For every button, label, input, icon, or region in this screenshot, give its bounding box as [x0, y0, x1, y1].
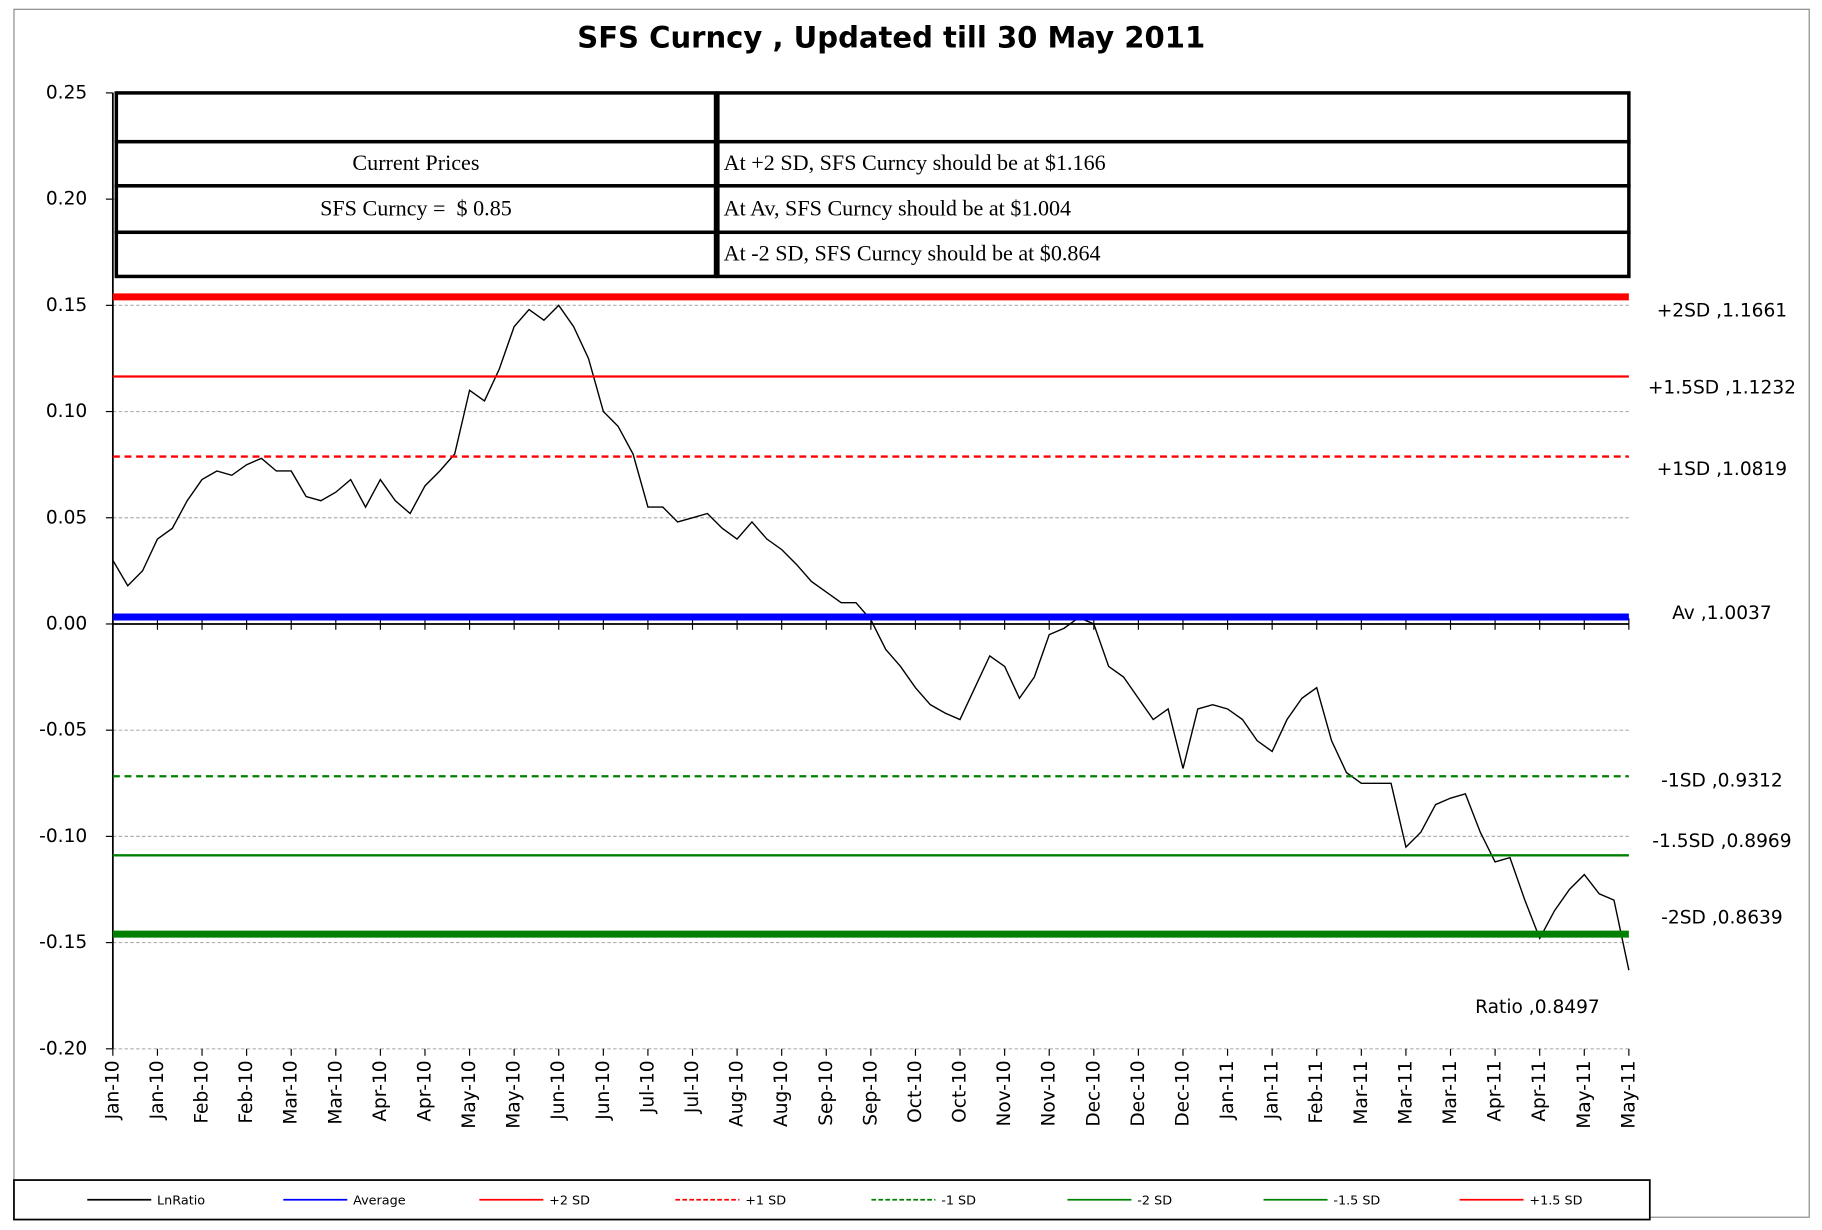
table-cell	[716, 91, 1631, 144]
x-tick-label: Feb-11	[1306, 1060, 1327, 1123]
table-cell	[114, 91, 718, 144]
x-tick-label: May-10	[504, 1060, 525, 1128]
x-tick-label: May-11	[1618, 1060, 1639, 1128]
x-tick-label: Mar-11	[1351, 1060, 1372, 1124]
y-tick-label: 0.20	[46, 189, 87, 210]
legend-label: +1 SD	[745, 1193, 786, 1208]
table-text: At Av, SFS Curncy should be at $1.004	[724, 195, 1071, 220]
y-tick-label: 0.25	[46, 82, 87, 103]
x-tick-label: May-10	[459, 1060, 480, 1128]
legend-label: Average	[353, 1193, 406, 1208]
x-tick-label: Apr-10	[370, 1060, 391, 1121]
y-tick-label: 0.05	[46, 507, 87, 528]
x-tick-label: Sep-10	[816, 1060, 837, 1125]
x-tick-label: Jan-11	[1217, 1060, 1238, 1120]
x-tick-label: Dec-10	[1128, 1060, 1149, 1126]
legend-label: +1.5 SD	[1529, 1193, 1582, 1208]
x-tick-label: Feb-10	[236, 1060, 257, 1123]
x-tick-label: Feb-10	[192, 1060, 213, 1123]
x-tick-label: Oct-10	[950, 1060, 971, 1122]
table-cell	[716, 230, 1631, 279]
x-tick-label: Jul-10	[637, 1060, 658, 1114]
reference-label: +1.5SD ,1.1232	[1648, 378, 1796, 399]
y-tick-label: -0.15	[39, 932, 87, 953]
legend-label: -1 SD	[941, 1193, 976, 1208]
table-text: Current Prices	[352, 150, 479, 175]
table-cell	[716, 184, 1631, 235]
reference-label: -2SD ,0.8639	[1661, 907, 1783, 928]
x-tick-label: Apr-11	[1485, 1060, 1506, 1121]
x-tick-label: May-11	[1574, 1060, 1595, 1128]
legend-label: +2 SD	[549, 1193, 590, 1208]
legend-box	[13, 1179, 1651, 1221]
reference-label: -1SD ,0.9312	[1661, 770, 1783, 791]
table-cell	[716, 139, 1631, 188]
x-tick-label: Mar-11	[1440, 1060, 1461, 1124]
x-tick-label: Aug-10	[771, 1060, 792, 1127]
y-tick-label: -0.20	[39, 1038, 87, 1059]
x-tick-label: Apr-11	[1529, 1060, 1550, 1121]
x-tick-label: Mar-11	[1395, 1060, 1416, 1124]
reference-label: +1SD ,1.0819	[1657, 459, 1787, 480]
x-tick-label: Nov-10	[1039, 1060, 1060, 1126]
x-tick-label: Mar-10	[325, 1060, 346, 1124]
x-tick-label: Sep-10	[860, 1060, 881, 1125]
x-tick-label: Dec-10	[1172, 1060, 1193, 1126]
table-text: At +2 SD, SFS Curncy should be at $1.166	[724, 150, 1106, 175]
x-tick-label: Jul-10	[682, 1060, 703, 1114]
x-tick-label: Jan-11	[1262, 1060, 1283, 1120]
reference-label: +2SD ,1.1661	[1657, 300, 1787, 321]
y-tick-label: 0.10	[46, 401, 87, 422]
chart-title: SFS Curncy , Updated till 30 May 2011	[577, 21, 1205, 55]
x-tick-label: Oct-10	[905, 1060, 926, 1122]
x-tick-label: Aug-10	[727, 1060, 748, 1127]
x-tick-label: Mar-10	[281, 1060, 302, 1124]
series-label: Ratio ,0.8497	[1475, 997, 1600, 1018]
table-cell	[114, 184, 718, 235]
x-tick-label: Dec-10	[1083, 1060, 1104, 1126]
table-cell	[114, 230, 718, 279]
y-tick-label: 0.15	[46, 295, 87, 316]
y-tick-label: -0.05	[39, 720, 87, 741]
table-text: SFS Curncy = $ 0.85	[320, 195, 512, 220]
y-tick-label: 0.00	[46, 613, 87, 634]
y-tick-label: -0.10	[39, 826, 87, 847]
x-tick-label: Jun-10	[593, 1060, 614, 1120]
reference-label: Av ,1.0037	[1672, 603, 1772, 624]
legend-label: -1.5 SD	[1333, 1193, 1380, 1208]
legend-label: -2 SD	[1137, 1193, 1172, 1208]
x-tick-label: Nov-10	[994, 1060, 1015, 1126]
reference-label: -1.5SD ,0.8969	[1652, 831, 1791, 852]
x-tick-label: Jun-10	[548, 1060, 569, 1120]
x-tick-label: Apr-10	[414, 1060, 435, 1121]
table-text: At -2 SD, SFS Curncy should be at $0.864	[724, 241, 1101, 266]
x-tick-label: Jan-10	[147, 1060, 168, 1120]
legend-label: LnRatio	[157, 1193, 205, 1208]
x-tick-label: Jan-10	[102, 1060, 123, 1120]
